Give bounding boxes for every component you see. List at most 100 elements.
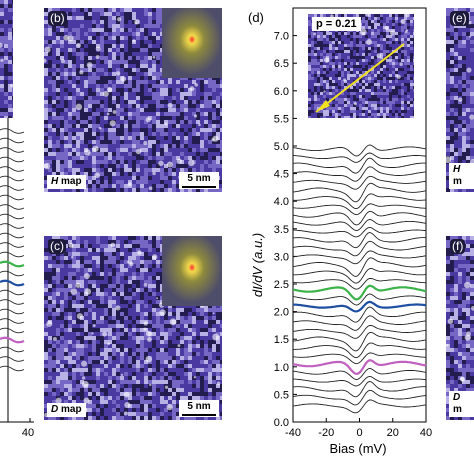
y-axis-label: dI/dV (a.u.) [250, 233, 265, 297]
left-xtick-40: 40 [22, 427, 34, 439]
scale-bar-b: 5 nm [179, 172, 219, 189]
left-partial-map [0, 0, 13, 118]
spectrum-curve [292, 257, 427, 277]
left-curve [0, 213, 25, 220]
left-curve [0, 251, 25, 258]
y-tick-label: 7.0 [274, 31, 289, 43]
y-tick-label: 6.0 [274, 86, 289, 98]
inset-autocorrelation-b [162, 8, 222, 78]
spectrum-curve [292, 152, 427, 163]
x-tick-label: 20 [387, 427, 399, 439]
left-curve [0, 147, 25, 153]
scale-text-b: 5 nm [187, 173, 211, 184]
spectrum-curve [292, 240, 427, 257]
spectrum-curve [292, 306, 426, 323]
left-curve [0, 223, 25, 229]
spectrum-curve [292, 226, 427, 238]
y-tick-label: 5.5 [274, 113, 289, 125]
spectrum-curve [292, 144, 427, 157]
left-curve [0, 175, 25, 182]
left-curve [0, 260, 25, 268]
left-curve [0, 289, 25, 296]
spectrum-curve [292, 315, 427, 331]
inset-autocorrelation-c [162, 236, 222, 306]
panel-letter-c: (c) [48, 239, 66, 254]
panel-letter-f: (f) [450, 239, 466, 254]
H-map-panel-e: (e) H m [446, 8, 474, 192]
left-curve [0, 270, 25, 277]
spectrum-curve-blue [293, 300, 427, 313]
spectrum-curve [292, 219, 427, 231]
left-curve [0, 156, 25, 163]
left-curve [0, 242, 25, 248]
spectrum-curve [292, 381, 426, 398]
inset-p-label: p = 0.21 [312, 17, 361, 31]
spectrum-curve [292, 331, 427, 352]
map-label-b: H map [47, 175, 86, 189]
left-curve [0, 327, 25, 334]
spectrum-curve [292, 182, 427, 203]
map-label-f: D m [449, 391, 474, 417]
spectrum-curve [293, 375, 427, 387]
y-tick-label: 0.5 [274, 389, 289, 401]
left-curve [0, 137, 25, 144]
map-label-e: H m [449, 163, 474, 189]
D-map-panel-c: (c) D map 5 nm [44, 236, 222, 420]
spectrum-curve [292, 175, 427, 190]
map-word-b: map [61, 176, 82, 187]
y-tick-label: 1.0 [274, 362, 289, 374]
left-curve [0, 346, 25, 353]
scale-bar-c: 5 nm [179, 400, 219, 417]
map-word-f: m [453, 404, 462, 415]
panel-letter-d: (d) [248, 10, 264, 25]
spectrum-curve [292, 250, 427, 265]
left-curve [0, 279, 25, 287]
spectrum-curve-magenta [292, 359, 427, 376]
left-partial-panel [0, 118, 34, 423]
x-tick-label: -40 [285, 427, 301, 439]
tick-group: 0.0 0.5 1.0 1.5 2.0 2.5 3.0 3.5 4.0 4.5 5.0 5.5 6.0 6… [274, 31, 432, 439]
left-curve [0, 299, 25, 305]
spectrum-curve [293, 193, 427, 210]
spectrum-curve [292, 352, 427, 365]
spectrum-curve [292, 293, 427, 306]
y-tick-label: 5.0 [274, 141, 289, 153]
map-symbol-e: H [453, 164, 461, 175]
y-tick-label: 2.5 [274, 279, 289, 291]
spectrum-curve [292, 157, 427, 174]
left-curve [0, 308, 25, 315]
spectrum-curve [292, 203, 427, 216]
spectrum-curve-green [292, 284, 427, 301]
x-tick-label: 40 [420, 427, 432, 439]
x-axis-label: Bias (mV) [329, 441, 386, 456]
spectrum-curve [292, 166, 427, 182]
y-tick-label: 4.0 [274, 196, 289, 208]
map-word-e: m [453, 176, 462, 187]
panel-letter-e: (e) [450, 11, 469, 26]
y-tick-label: 3.0 [274, 251, 289, 263]
spectrum-curve [292, 210, 427, 226]
y-tick-label: 2.0 [274, 307, 289, 319]
map-symbol-f: D [453, 392, 461, 403]
left-curve [0, 356, 25, 362]
spectrum-curve [293, 267, 427, 284]
spectrum-curve [292, 368, 427, 380]
inset-topograph-d: p = 0.21 [308, 14, 414, 118]
map-symbol-b: H [51, 176, 59, 187]
H-map-panel-b: (b) H map 5 nm [44, 8, 222, 192]
spectrum-curve [292, 324, 427, 339]
map-symbol-c: D [51, 404, 59, 415]
spectrum-curve [292, 232, 427, 249]
left-curve [0, 128, 25, 134]
left-curve [0, 318, 25, 324]
spectrum-curve [292, 277, 427, 290]
map-word-c: map [61, 404, 82, 415]
left-curve [0, 232, 25, 239]
x-tick-label: 0 [356, 427, 362, 439]
left-curve [0, 194, 25, 201]
y-tick-label: 0.0 [274, 417, 289, 429]
left-curve [0, 185, 25, 191]
scale-text-c: 5 nm [187, 401, 211, 412]
spectrum-curve [292, 342, 427, 359]
